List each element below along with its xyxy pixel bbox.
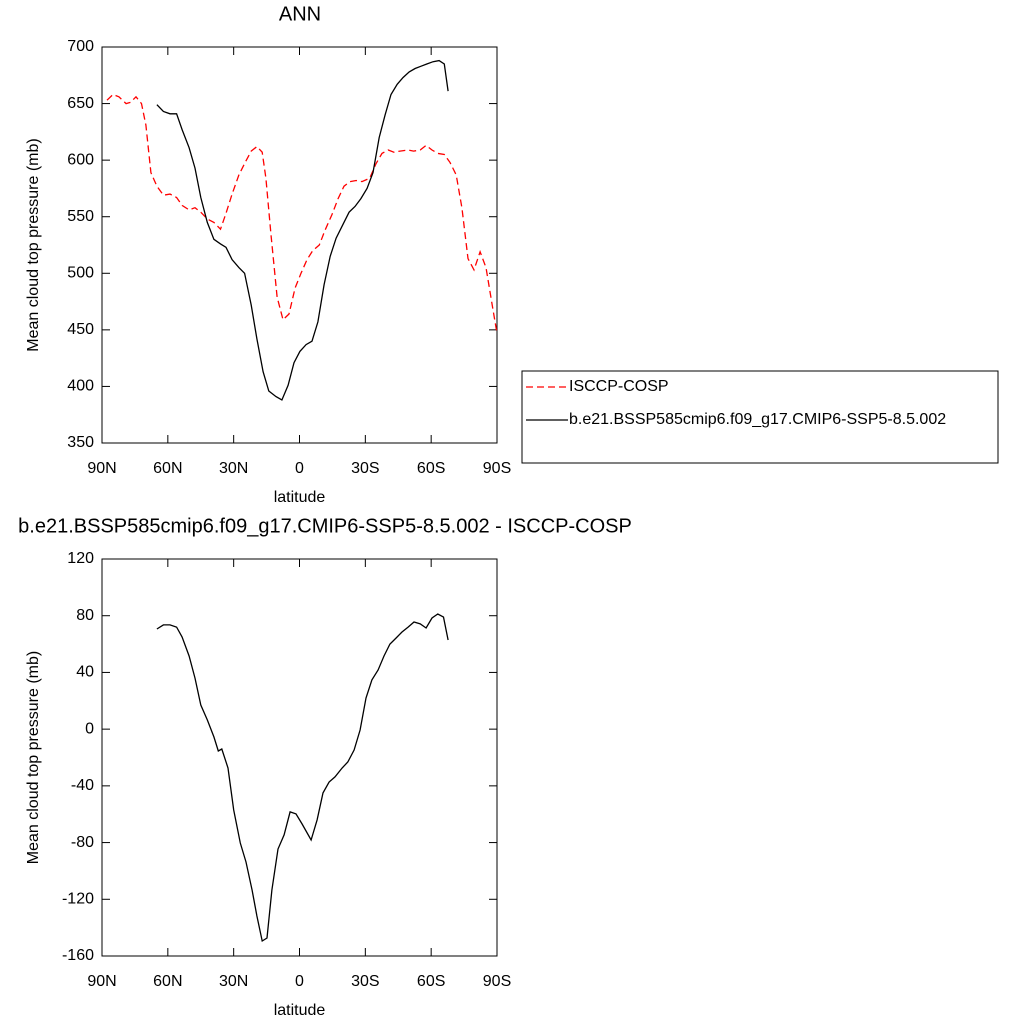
x-tick-label: 90S [483,973,511,990]
x-axis-label: latitude [274,1002,326,1019]
x-tick-label: 30S [351,973,379,990]
y-tick-label: 80 [76,607,94,624]
data-line [156,59,449,401]
y-tick-label: -80 [71,834,94,851]
chart-title: b.e21.BSSP585cmip6.f09_g17.CMIP6-SSP5-8.… [18,515,632,537]
x-tick-label: 60S [417,973,445,990]
y-tick-label: -40 [71,777,94,794]
y-tick-label: 0 [85,720,94,737]
legend-label: ISCCP-COSP [569,378,669,395]
y-tick-label: 600 [67,151,94,168]
y-tick-label: 500 [67,265,94,282]
x-tick-label: 30N [219,973,248,990]
x-tick-label: 60S [417,460,445,477]
legend-label: b.e21.BSSP585cmip6.f09_g17.CMIP6-SSP5-8.… [569,411,946,428]
data-line [106,93,498,334]
y-tick-label: 550 [67,208,94,225]
x-tick-label: 90S [483,460,511,477]
plot: ANN latitude Mean cloud top pressure (mb) 3… [25,3,999,506]
plot: b.e21.BSSP585cmip6.f09_g17.CMIP6-SSP5-8.… [18,515,632,1019]
x-tick-label: 30S [351,460,379,477]
x-tick-label: 0 [295,460,304,477]
plot-frame [101,46,498,444]
y-tick-label: -160 [62,947,94,964]
y-tick-label: 700 [67,38,94,55]
y-tick-label: 400 [67,378,94,395]
chart-title: ANN [279,3,321,25]
x-tick-label: 90N [87,973,116,990]
y-axis-label: Mean cloud top pressure (mb) [25,138,42,351]
y-tick-label: 650 [67,95,94,112]
plot-frame [101,558,498,957]
data-line [156,613,449,943]
y-tick-label: 40 [76,664,94,681]
x-axis-label: latitude [274,489,326,506]
y-tick-label: -120 [62,891,94,908]
x-tick-label: 30N [219,460,248,477]
y-axis-label: Mean cloud top pressure (mb) [25,651,42,864]
x-tick-label: 0 [295,973,304,990]
y-tick-label: 450 [67,321,94,338]
legend-frame [521,370,999,464]
x-tick-label: 60N [153,460,182,477]
x-tick-label: 90N [87,460,116,477]
y-tick-label: 350 [67,434,94,451]
y-tick-label: 120 [67,550,94,567]
x-tick-label: 60N [153,973,182,990]
